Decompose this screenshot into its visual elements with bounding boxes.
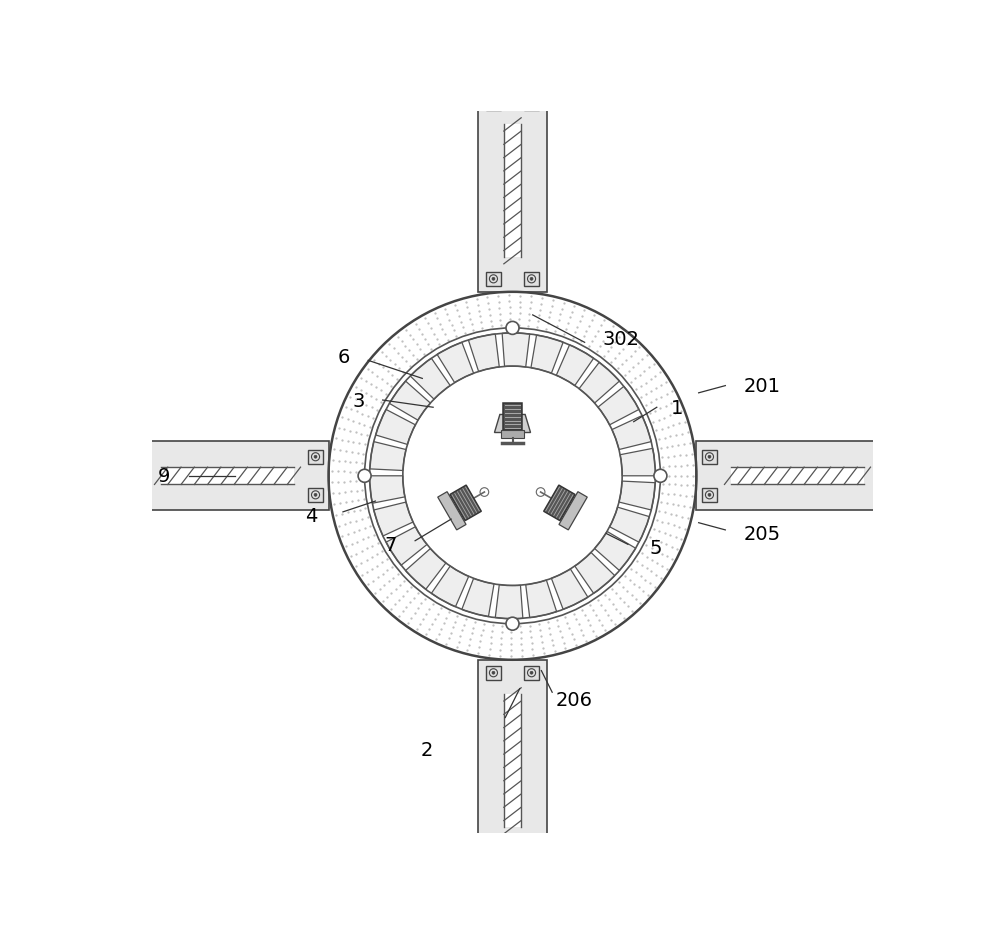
- Circle shape: [506, 618, 519, 631]
- Circle shape: [708, 494, 711, 497]
- Bar: [308, 488, 323, 503]
- Circle shape: [492, 847, 495, 850]
- Wedge shape: [437, 343, 474, 383]
- Wedge shape: [406, 548, 446, 590]
- Text: 205: 205: [743, 524, 781, 544]
- Wedge shape: [598, 387, 639, 425]
- Wedge shape: [620, 449, 655, 476]
- Text: 3: 3: [352, 391, 365, 410]
- Circle shape: [138, 456, 141, 459]
- Bar: [504, 125, 521, 258]
- Wedge shape: [410, 358, 450, 400]
- Bar: [503, 403, 522, 431]
- Circle shape: [654, 470, 667, 483]
- Bar: [878, 488, 893, 503]
- Polygon shape: [494, 415, 531, 433]
- Text: 201: 201: [743, 376, 780, 396]
- Bar: [878, 450, 893, 464]
- Wedge shape: [556, 345, 594, 387]
- Wedge shape: [595, 532, 636, 571]
- Wedge shape: [370, 476, 405, 504]
- Circle shape: [530, 672, 533, 675]
- Bar: [486, 96, 501, 110]
- Bar: [498, 865, 527, 892]
- Bar: [504, 695, 521, 827]
- Text: 302: 302: [603, 329, 640, 349]
- Bar: [486, 841, 501, 856]
- Wedge shape: [502, 333, 530, 368]
- Wedge shape: [495, 585, 523, 619]
- Text: 6: 6: [338, 348, 350, 367]
- Bar: [498, 61, 527, 88]
- Bar: [132, 450, 147, 464]
- Wedge shape: [468, 335, 499, 373]
- Wedge shape: [462, 578, 494, 617]
- Wedge shape: [619, 482, 655, 510]
- Bar: [524, 665, 539, 680]
- Text: 5: 5: [650, 539, 662, 558]
- Bar: [731, 468, 864, 485]
- Polygon shape: [438, 492, 466, 531]
- Wedge shape: [370, 442, 406, 471]
- Text: 1: 1: [671, 399, 684, 417]
- Polygon shape: [544, 486, 575, 521]
- Wedge shape: [612, 417, 651, 450]
- Wedge shape: [526, 580, 557, 618]
- Circle shape: [492, 102, 495, 105]
- Bar: [702, 450, 717, 464]
- Polygon shape: [559, 492, 587, 531]
- Bar: [501, 431, 524, 438]
- Text: 4: 4: [305, 506, 318, 525]
- Wedge shape: [579, 363, 619, 403]
- Text: 9: 9: [157, 467, 170, 486]
- Bar: [702, 488, 717, 503]
- Wedge shape: [389, 382, 430, 421]
- Circle shape: [884, 456, 887, 459]
- Circle shape: [358, 470, 371, 483]
- Bar: [161, 468, 294, 485]
- Circle shape: [530, 102, 533, 105]
- Circle shape: [506, 322, 519, 335]
- Wedge shape: [610, 507, 649, 543]
- Bar: [308, 450, 323, 464]
- Bar: [901, 461, 929, 490]
- Wedge shape: [431, 566, 469, 607]
- Circle shape: [492, 278, 495, 281]
- Wedge shape: [376, 410, 415, 445]
- Text: 2: 2: [421, 740, 433, 760]
- Polygon shape: [450, 486, 481, 521]
- Wedge shape: [575, 553, 615, 593]
- Circle shape: [492, 672, 495, 675]
- Text: 7: 7: [385, 535, 397, 554]
- Bar: [132, 488, 147, 503]
- Bar: [96, 461, 124, 490]
- Circle shape: [530, 847, 533, 850]
- Bar: [478, 91, 547, 292]
- Wedge shape: [551, 569, 588, 609]
- Bar: [486, 665, 501, 680]
- Text: 206: 206: [556, 690, 593, 709]
- Bar: [524, 96, 539, 110]
- Bar: [696, 442, 898, 511]
- Bar: [478, 660, 547, 862]
- Wedge shape: [374, 503, 413, 536]
- Circle shape: [138, 494, 141, 497]
- Circle shape: [314, 494, 317, 497]
- Bar: [486, 272, 501, 286]
- Bar: [524, 841, 539, 856]
- Circle shape: [884, 494, 887, 497]
- Wedge shape: [531, 336, 563, 373]
- Bar: [127, 442, 329, 511]
- Circle shape: [404, 368, 621, 584]
- Circle shape: [530, 278, 533, 281]
- Circle shape: [314, 456, 317, 459]
- Wedge shape: [386, 527, 427, 565]
- Bar: [524, 272, 539, 286]
- Circle shape: [708, 456, 711, 459]
